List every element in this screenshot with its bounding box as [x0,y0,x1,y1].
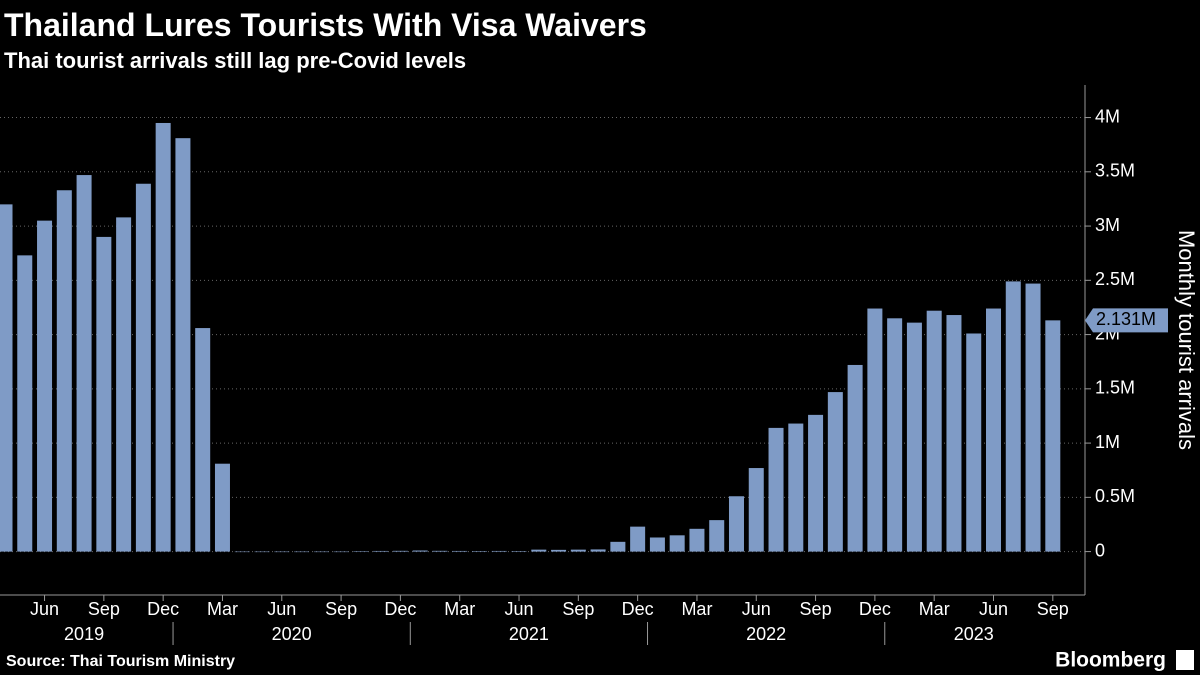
value-label-box [1085,308,1168,333]
bar [728,496,744,552]
bar [17,255,33,552]
bar [590,549,606,552]
bar [610,541,626,552]
y-axis-label: Monthly tourist arrivals [1174,230,1199,450]
bar [1005,281,1021,552]
x-tick-label: Mar [444,599,475,619]
bar [76,175,92,552]
bar [511,551,527,552]
x-tick-label: Dec [147,599,179,619]
bar [471,551,487,552]
x-tick-label: Mar [681,599,712,619]
bar [847,364,863,552]
bar [1025,283,1041,552]
x-tick-label: Jun [742,599,771,619]
x-tick-label: Dec [384,599,416,619]
x-tick-label: Sep [325,599,357,619]
bar [0,204,13,552]
y-tick-label: 0 [1095,540,1105,560]
bar [986,308,1001,552]
y-tick-label: 3.5M [1095,161,1135,181]
bar [195,328,211,552]
x-group-label: 2023 [954,624,994,644]
x-group-label: 2021 [509,624,549,644]
bar [234,551,250,553]
x-tick-label: Sep [562,599,594,619]
x-tick-label: Sep [88,599,120,619]
bar [373,550,389,552]
x-tick-label: Mar [207,599,238,619]
x-tick-label: Jun [30,599,59,619]
x-tick-label: Sep [800,599,832,619]
bar [412,550,428,552]
bar [630,526,646,552]
y-tick-label: 4M [1095,106,1120,126]
bar [709,520,725,552]
chart-title: Thailand Lures Tourists With Visa Waiver… [4,7,647,43]
bar [926,310,942,552]
x-tick-label: Dec [622,599,654,619]
x-group-label: 2020 [272,624,312,644]
bar [669,535,685,552]
bar [96,236,112,552]
bar [1045,320,1061,552]
bar [808,414,824,552]
bar [768,427,784,552]
x-tick-label: Jun [267,599,296,619]
bar [531,549,547,552]
bar [432,550,448,552]
bar [116,217,132,552]
y-tick-label: 2.5M [1095,269,1135,289]
bar [294,551,310,553]
bar [452,550,468,552]
y-tick-label: 0.5M [1095,486,1135,506]
bar [392,550,408,552]
y-tick-label: 1.5M [1095,378,1135,398]
x-tick-label: Mar [919,599,950,619]
x-group-label: 2022 [746,624,786,644]
x-group-label: 2019 [64,624,104,644]
bar [906,322,922,552]
bar [867,308,883,552]
bar [491,550,507,552]
bar [155,122,171,552]
x-tick-label: Sep [1037,599,1069,619]
bar [649,537,665,552]
bar [570,549,586,552]
bar [56,190,72,552]
bar [37,220,53,552]
bar [333,551,349,553]
x-tick-label: Jun [505,599,534,619]
bar [214,463,230,552]
bar [135,183,151,552]
bar [966,333,982,552]
bar [887,318,903,552]
bar [827,392,843,552]
source: Source: Thai Tourism Ministry [6,653,235,670]
bar [689,528,705,552]
brand: Bloomberg [1055,649,1166,672]
bar [274,551,290,553]
x-tick-label: Dec [859,599,891,619]
x-tick-label: Jun [979,599,1008,619]
y-tick-label: 1M [1095,432,1120,452]
bar [551,549,567,552]
value-label: 2.131M [1096,309,1156,329]
y-tick-label: 3M [1095,215,1120,235]
chart-subtitle: Thai tourist arrivals still lag pre-Covi… [4,48,466,73]
bar [313,551,329,553]
bar [353,551,369,552]
bar [175,138,191,552]
bar [788,423,804,552]
bar [254,551,270,553]
bar [748,468,764,552]
bar [946,315,962,552]
brand-icon [1176,650,1194,670]
